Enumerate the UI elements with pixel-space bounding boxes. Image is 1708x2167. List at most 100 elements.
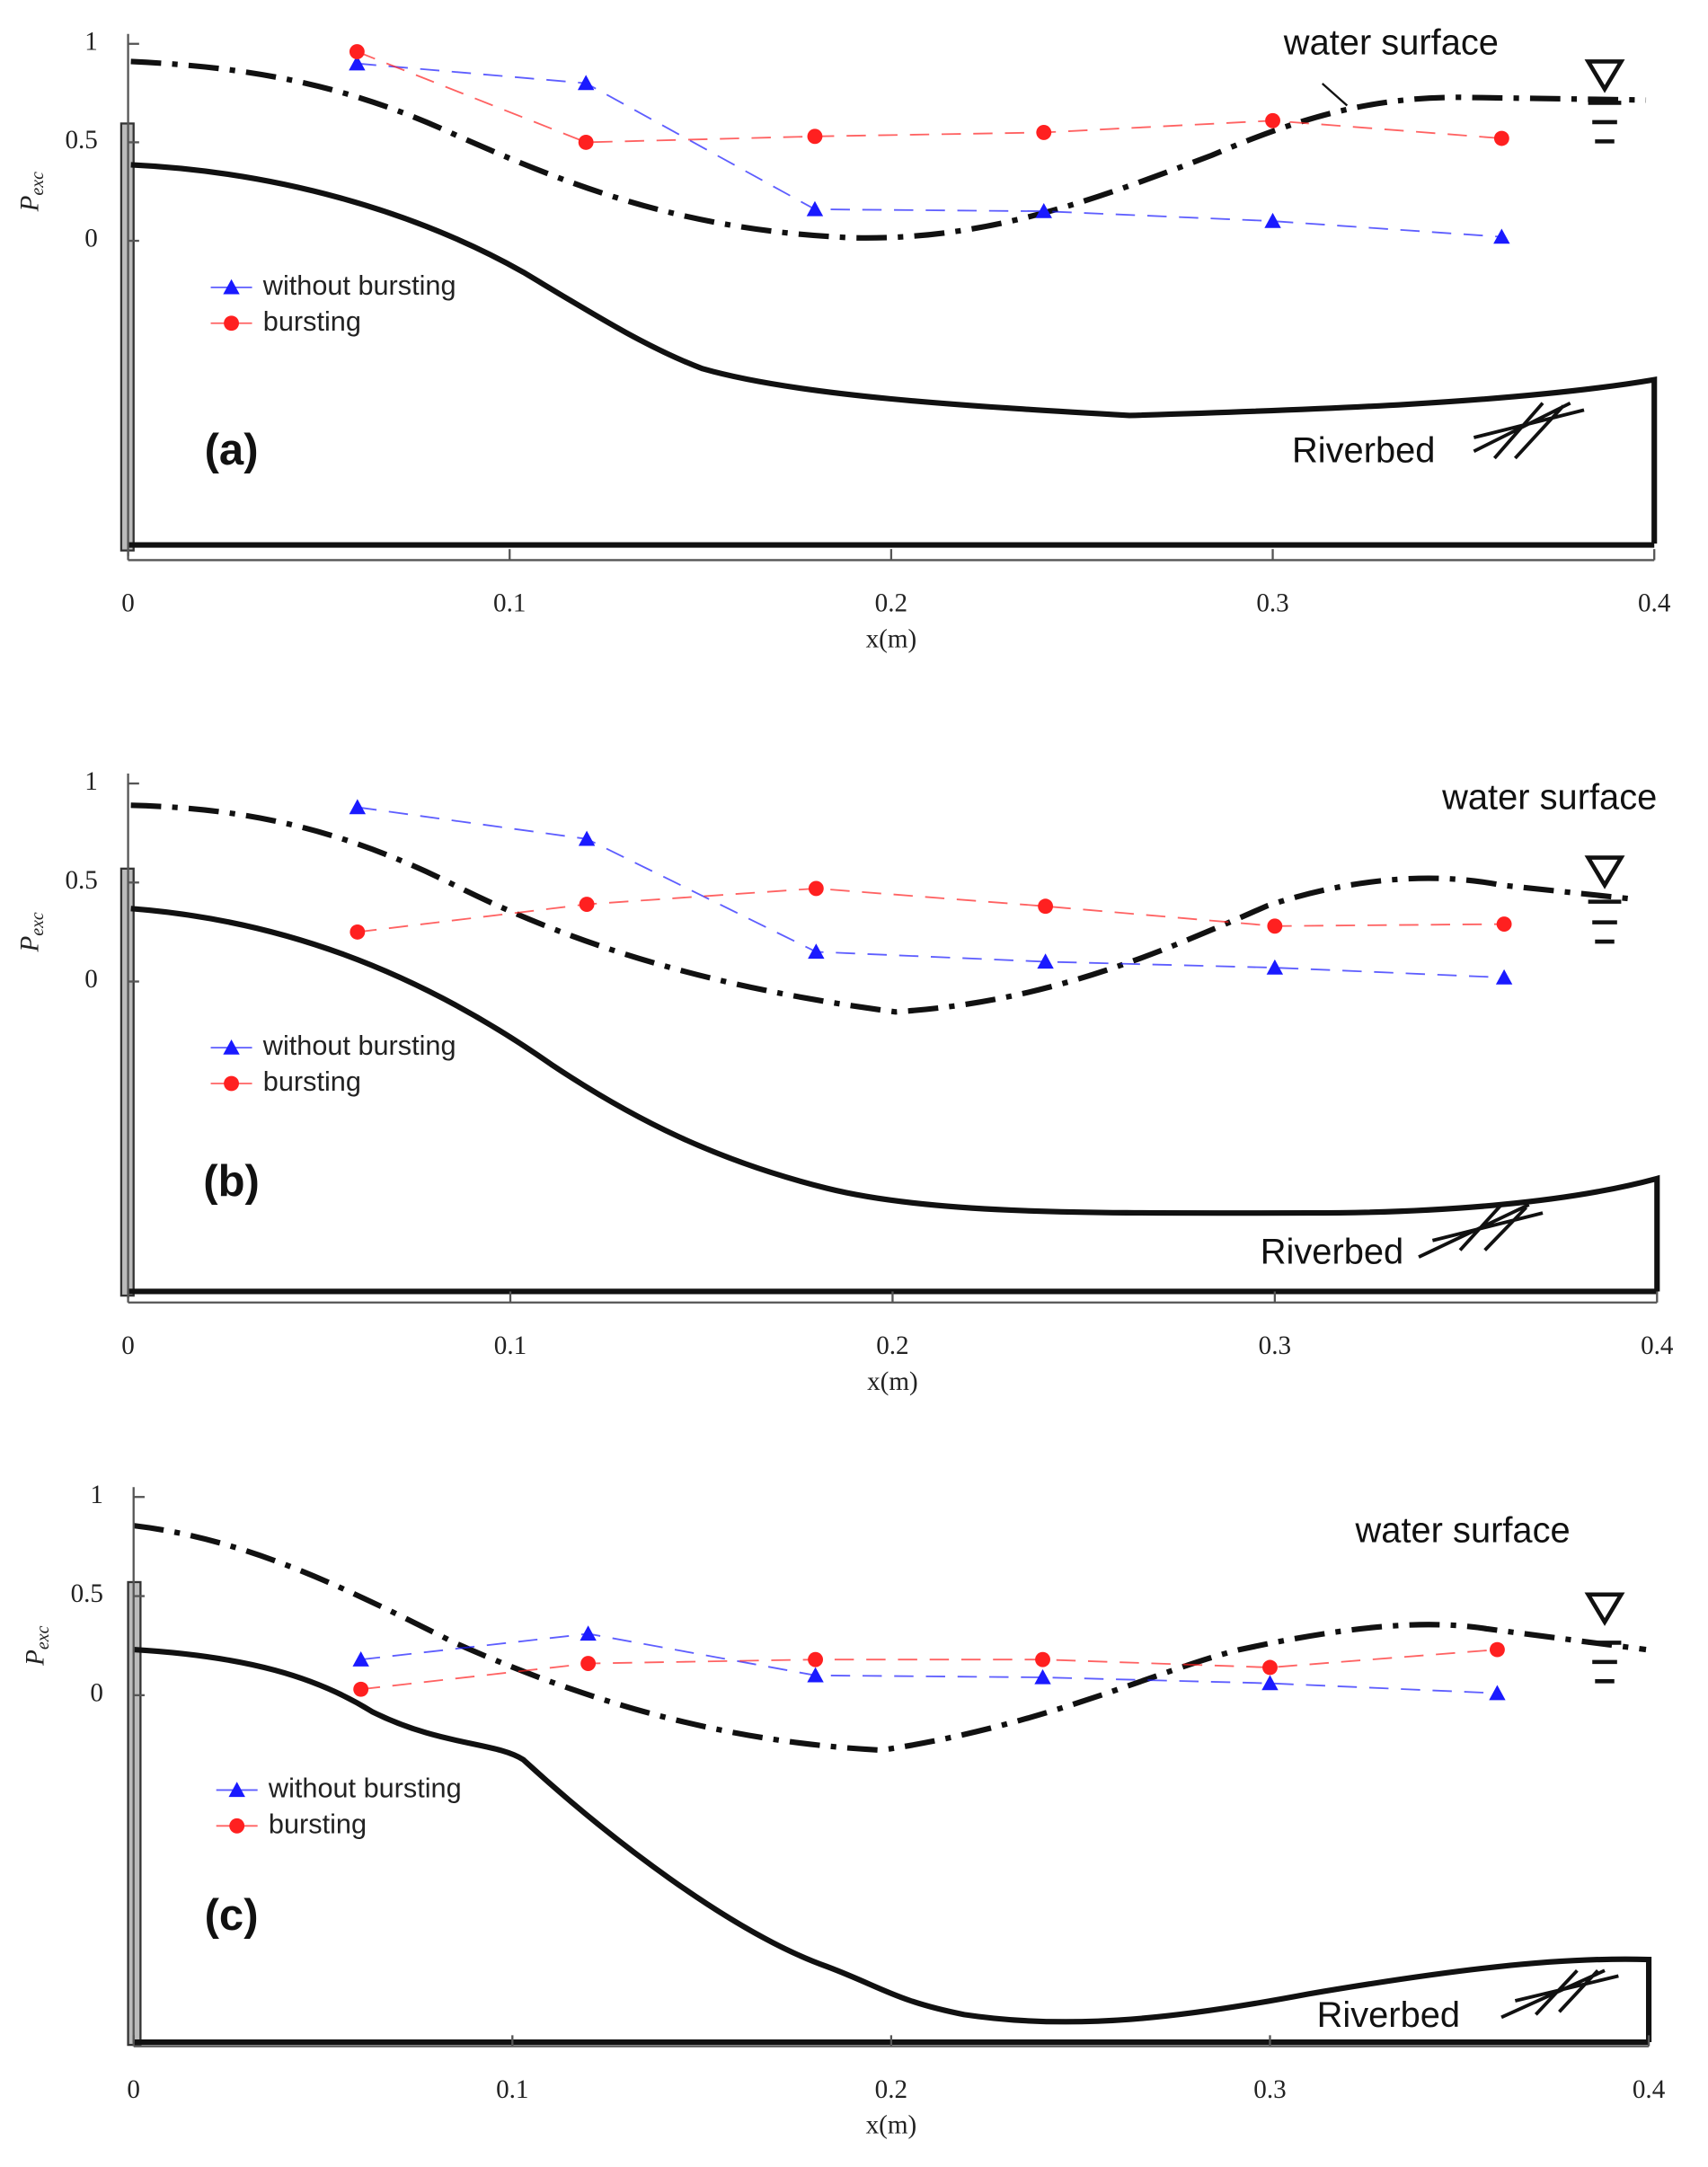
marker <box>808 943 825 960</box>
marker <box>808 880 824 897</box>
annotation: water surface <box>1355 1510 1571 1550</box>
x-tick-label: 0.1 <box>494 1331 527 1360</box>
x-tick-label: 0 <box>127 2075 140 2104</box>
marker <box>350 924 366 940</box>
marker <box>1490 1641 1505 1658</box>
panel-label: (a) <box>205 426 259 474</box>
marker <box>352 1650 369 1667</box>
x-tick-label: 0.4 <box>1633 2075 1666 2104</box>
marker <box>580 1625 597 1641</box>
panel-label: (b) <box>203 1157 260 1206</box>
marker <box>1262 1659 1278 1676</box>
marker <box>1493 130 1509 146</box>
series-line <box>357 806 1505 979</box>
x-tick-label: 0.3 <box>1253 2075 1286 2104</box>
x-tick-label: 0.4 <box>1641 1331 1674 1360</box>
legend-label: bursting <box>263 1066 361 1097</box>
legend-label: without bursting <box>262 270 456 301</box>
marker <box>1037 953 1054 969</box>
marker <box>579 897 595 912</box>
x-axis-label: x(m) <box>866 2111 917 2140</box>
marker <box>807 1667 824 1683</box>
x-tick-label: 0.3 <box>1259 1331 1291 1360</box>
hatch <box>1500 1968 1619 2020</box>
y-tick-label: 0.5 <box>65 866 97 895</box>
annotation: Riverbed <box>1317 1995 1460 2035</box>
legend-marker <box>224 315 239 332</box>
annotation: Riverbed <box>1261 1233 1403 1272</box>
water-level-symbol <box>1584 59 1625 144</box>
marker <box>578 134 594 150</box>
y-axis-label: Pexc <box>15 172 48 212</box>
series-line <box>357 887 1505 933</box>
y-tick-label: 0 <box>84 965 98 994</box>
riverbed <box>133 1647 1652 2046</box>
marker <box>1034 1668 1051 1685</box>
legend-label: bursting <box>269 1809 367 1839</box>
water-level-symbol <box>1584 855 1625 944</box>
legend-marker <box>223 1039 240 1055</box>
panel-label: (c) <box>205 1891 259 1940</box>
legend-label: without bursting <box>268 1773 462 1804</box>
marker <box>1261 1675 1279 1691</box>
annotation: water surface <box>1283 23 1499 63</box>
marker <box>1267 918 1283 934</box>
series-line <box>357 62 1502 238</box>
y-tick-label: 1 <box>90 1481 103 1509</box>
marker <box>806 200 824 217</box>
hatch <box>1418 1203 1544 1259</box>
marker <box>353 1681 369 1697</box>
y-axis-label-sub: exc <box>28 912 48 936</box>
y-tick-label: 1 <box>84 767 98 796</box>
marker <box>349 55 366 71</box>
hatch <box>1473 401 1585 460</box>
y-axis-label: Pexc <box>21 1625 53 1666</box>
y-axis-label-main: P <box>21 1650 49 1667</box>
annotation: Riverbed <box>1292 430 1435 470</box>
y-tick-label: 0.5 <box>65 126 97 155</box>
marker <box>807 128 823 145</box>
annotation: water surface <box>1441 778 1657 818</box>
water-surface <box>130 802 1633 1015</box>
series-line <box>360 1649 1498 1691</box>
x-tick-label: 0.1 <box>493 589 526 618</box>
y-tick-label: 0 <box>90 1679 103 1708</box>
legend-marker <box>223 279 240 295</box>
y-tick-label: 0 <box>84 225 98 253</box>
y-axis-label-main: P <box>15 195 44 212</box>
y-axis-label-sub: exc <box>33 1625 53 1650</box>
series-line <box>357 50 1502 144</box>
marker <box>578 830 596 846</box>
marker <box>577 75 595 91</box>
x-tick-label: 0.2 <box>875 589 907 618</box>
water-surface <box>130 58 1647 241</box>
marker <box>1493 228 1510 244</box>
marker <box>1265 112 1280 128</box>
legend-label: without bursting <box>262 1030 456 1061</box>
y-axis-label: Pexc <box>15 912 48 952</box>
marker <box>1035 1651 1050 1667</box>
marker <box>1496 916 1512 933</box>
x-tick-label: 0 <box>121 1331 135 1360</box>
x-tick-label: 0.1 <box>496 2075 528 2104</box>
legend-marker <box>228 1782 245 1798</box>
marker <box>1495 969 1513 985</box>
riverbed <box>128 906 1660 1295</box>
marker <box>1035 202 1052 218</box>
x-tick-label: 0.2 <box>875 2075 907 2104</box>
y-axis-label-main: P <box>15 936 44 953</box>
x-tick-label: 0.3 <box>1256 589 1288 618</box>
water-surface <box>133 1523 1647 1754</box>
y-tick-label: 0.5 <box>71 1579 103 1608</box>
marker <box>349 44 365 59</box>
series-line <box>360 1632 1498 1694</box>
pointer <box>1321 83 1349 107</box>
x-tick-label: 0.4 <box>1638 589 1671 618</box>
panel-a-sketch: water surface Riverbed (a) <box>119 23 1658 552</box>
marker <box>1489 1685 1506 1701</box>
y-axis-label-sub: exc <box>28 172 48 196</box>
water-level-symbol <box>1584 1592 1625 1684</box>
legend-label: bursting <box>263 306 361 337</box>
marker <box>580 1656 597 1671</box>
